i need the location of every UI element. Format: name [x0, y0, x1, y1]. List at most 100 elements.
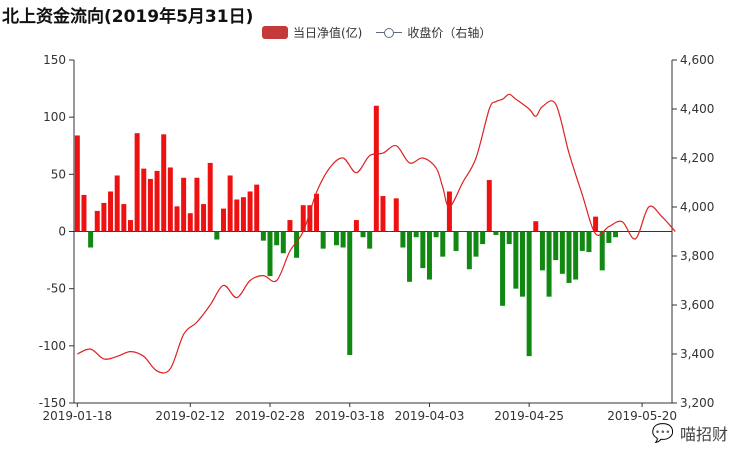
y-right-tick-label: 4,200: [680, 151, 714, 165]
legend-item-line[interactable]: 收盘价（右轴）: [376, 24, 491, 41]
bar[interactable]: [147, 178, 153, 232]
bar[interactable]: [413, 231, 419, 238]
bar[interactable]: [201, 204, 207, 232]
bar[interactable]: [287, 220, 293, 232]
bar[interactable]: [154, 170, 160, 232]
bar[interactable]: [207, 162, 213, 232]
y-left-tick-label: -150: [39, 396, 66, 410]
bar[interactable]: [393, 198, 399, 232]
bar[interactable]: [181, 177, 187, 232]
bar[interactable]: [167, 167, 173, 232]
bar[interactable]: [74, 135, 80, 232]
bar[interactable]: [473, 231, 479, 257]
bar[interactable]: [81, 194, 87, 232]
legend-item-bar[interactable]: 当日净值(亿): [262, 24, 362, 41]
y-left-tick-label: 150: [43, 53, 66, 67]
bar[interactable]: [426, 231, 432, 280]
bar[interactable]: [340, 231, 346, 248]
bar[interactable]: [88, 231, 94, 248]
y-right-tick-label: 3,800: [680, 249, 714, 263]
bar[interactable]: [526, 231, 532, 357]
bar[interactable]: [539, 231, 545, 271]
bar[interactable]: [360, 231, 366, 238]
bar[interactable]: [127, 220, 133, 232]
bar[interactable]: [333, 231, 339, 246]
bar[interactable]: [307, 205, 313, 232]
bar[interactable]: [553, 231, 559, 261]
bar[interactable]: [460, 231, 466, 233]
bar[interactable]: [486, 180, 492, 232]
bar[interactable]: [254, 184, 260, 232]
bar[interactable]: [141, 168, 147, 232]
bar[interactable]: [353, 220, 359, 232]
bar[interactable]: [407, 231, 413, 282]
bar[interactable]: [433, 231, 439, 238]
bar[interactable]: [520, 231, 525, 297]
bar[interactable]: [234, 199, 240, 232]
bar[interactable]: [320, 231, 326, 249]
bar[interactable]: [533, 221, 539, 232]
bar[interactable]: [240, 197, 246, 232]
bar[interactable]: [446, 191, 452, 232]
bar[interactable]: [420, 231, 426, 269]
x-tick-label: 2019-02-12: [155, 409, 225, 423]
bar[interactable]: [121, 204, 127, 232]
bar[interactable]: [300, 205, 306, 232]
bar[interactable]: [380, 196, 386, 232]
bar[interactable]: [573, 231, 579, 280]
bar[interactable]: [347, 231, 353, 355]
bar[interactable]: [274, 231, 280, 246]
bar[interactable]: [214, 231, 220, 240]
watermark: 💬 喵招财: [652, 421, 728, 445]
bar[interactable]: [579, 231, 585, 251]
bar[interactable]: [453, 231, 459, 251]
x-tick-label: 2019-01-18: [42, 409, 112, 423]
bar[interactable]: [227, 175, 233, 232]
bar[interactable]: [480, 231, 486, 245]
bar[interactable]: [593, 216, 599, 232]
bar[interactable]: [134, 133, 140, 232]
bar[interactable]: [314, 193, 320, 232]
bar[interactable]: [280, 231, 286, 254]
bar[interactable]: [367, 231, 373, 249]
bar[interactable]: [513, 231, 519, 289]
bar[interactable]: [294, 231, 300, 258]
bar[interactable]: [174, 206, 180, 232]
bar[interactable]: [221, 208, 226, 232]
y-right-tick-label: 3,600: [680, 298, 714, 312]
bar[interactable]: [440, 231, 446, 257]
bar[interactable]: [327, 231, 333, 233]
bar[interactable]: [493, 231, 499, 235]
bar[interactable]: [546, 231, 552, 297]
legend-swatch-bar: [262, 26, 288, 39]
bar[interactable]: [559, 231, 565, 274]
bar[interactable]: [161, 134, 167, 232]
bar[interactable]: [94, 210, 100, 232]
bar[interactable]: [194, 177, 200, 232]
y-right-tick-label: 4,000: [680, 200, 714, 214]
y-left-tick-label: 100: [43, 110, 66, 124]
watermark-text: 喵招财: [679, 425, 728, 444]
bar[interactable]: [500, 231, 506, 306]
bar[interactable]: [267, 231, 273, 277]
bar[interactable]: [247, 191, 253, 232]
bar[interactable]: [606, 231, 612, 243]
bar[interactable]: [466, 231, 472, 270]
x-tick-label: 2019-02-28: [235, 409, 305, 423]
bar[interactable]: [387, 231, 393, 233]
bar[interactable]: [108, 191, 114, 232]
bar[interactable]: [566, 231, 572, 283]
bar[interactable]: [260, 231, 266, 241]
y-left-tick-label: 0: [58, 225, 66, 239]
bar[interactable]: [101, 202, 107, 232]
bar[interactable]: [400, 231, 406, 248]
close-price-line[interactable]: [77, 93, 676, 374]
bar[interactable]: [613, 231, 619, 238]
bar[interactable]: [599, 231, 605, 271]
bar[interactable]: [187, 213, 193, 232]
bar[interactable]: [114, 175, 120, 232]
bar[interactable]: [373, 105, 379, 232]
chart-title: 北上资金流向(2019年5月31日): [2, 7, 254, 27]
bar[interactable]: [506, 231, 512, 245]
bar[interactable]: [586, 231, 592, 253]
